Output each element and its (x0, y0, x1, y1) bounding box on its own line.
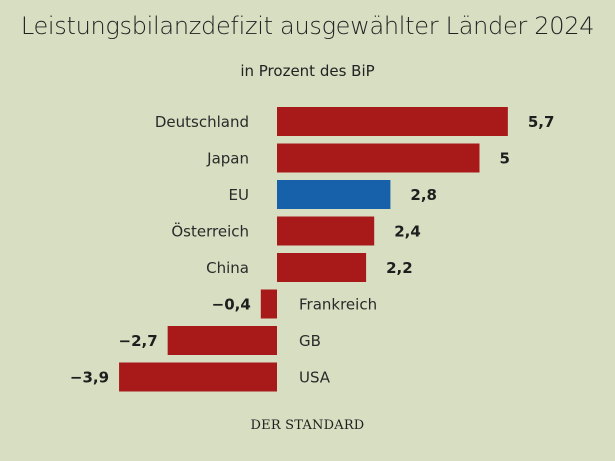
bars-group: Deutschland 5,7 Japan 5 EU 2,8 Österreich 2,4 Ch… (70, 107, 555, 392)
value-label: 2,8 (410, 186, 437, 204)
chart-title: Leistungsbilanzdefizit ausgewählter Länd… (20, 12, 595, 40)
value-label: −2,7 (119, 332, 158, 350)
bar-china (277, 253, 367, 282)
bar-österreich (277, 216, 375, 246)
category-label: Frankreich (299, 296, 377, 314)
category-label: Deutschland (155, 113, 249, 131)
value-label: −3,9 (70, 369, 109, 387)
bar-japan (277, 143, 480, 173)
bar-usa (119, 362, 277, 392)
category-label: Österreich (171, 222, 249, 241)
category-label: China (206, 259, 249, 277)
value-label: 5 (500, 150, 510, 168)
bar-gb (167, 326, 277, 355)
value-label: 2,2 (386, 259, 413, 277)
value-label: 2,4 (394, 223, 421, 241)
category-label: GB (299, 332, 321, 350)
value-label: 5,7 (528, 113, 555, 131)
category-label: USA (299, 369, 331, 387)
chart-subtitle: in Prozent des BiP (240, 62, 375, 80)
category-label: Japan (206, 150, 249, 168)
value-label: −0,4 (212, 296, 251, 314)
bar-eu (277, 180, 391, 209)
category-label: EU (229, 186, 249, 204)
source-logo: DER STANDARD (250, 418, 365, 433)
bar-frankreich (260, 289, 277, 319)
bar-deutschland (277, 107, 508, 136)
